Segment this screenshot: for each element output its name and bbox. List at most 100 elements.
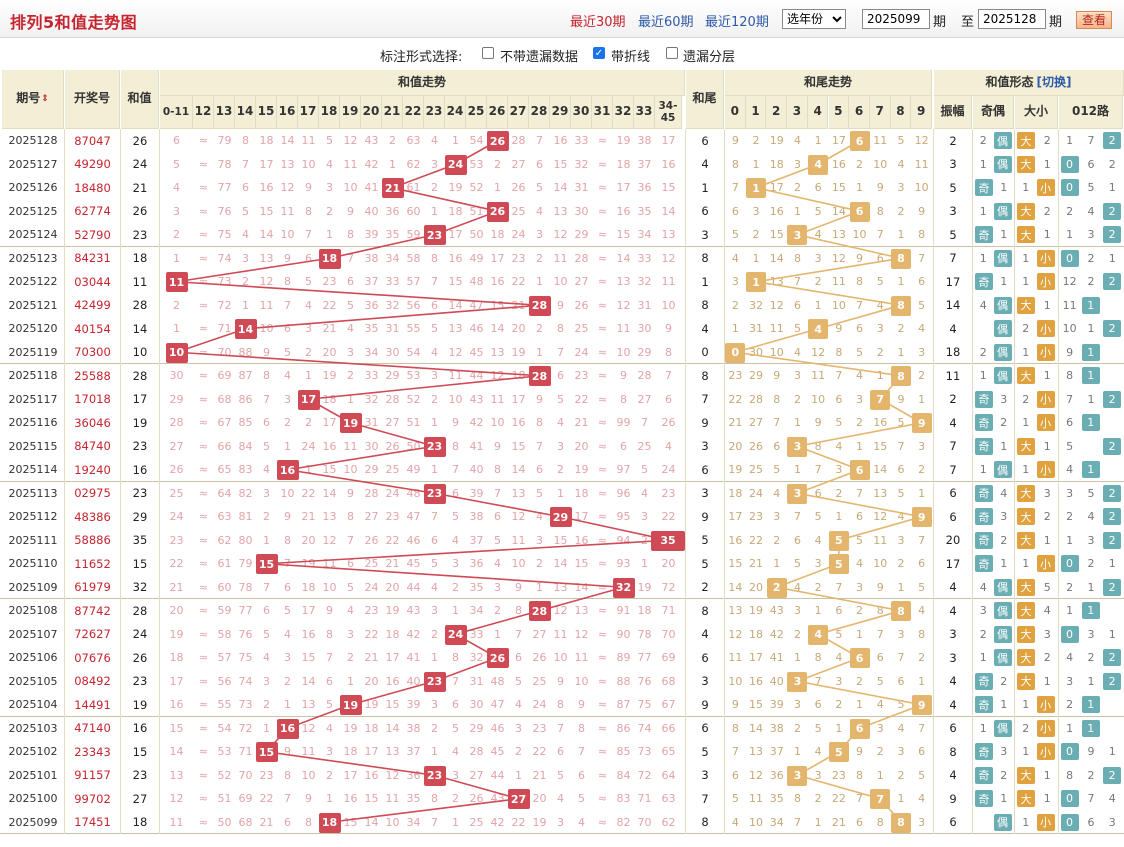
sum-miss-cell: 68 xyxy=(661,674,676,688)
tail-miss-cell: 9 xyxy=(773,369,781,383)
sum-miss-cell: 2 xyxy=(305,345,312,359)
from-issue-input[interactable] xyxy=(862,9,930,29)
query-button[interactable]: 查看 xyxy=(1076,11,1112,29)
tail-cell: 5 xyxy=(701,556,709,571)
issue-cell: 2025115 xyxy=(8,439,58,453)
sum-miss-cell: 17 xyxy=(364,745,379,759)
sum-miss-cell: 3 xyxy=(431,604,438,618)
sort-icon[interactable]: ⇕ xyxy=(41,93,49,104)
sum-miss-cell: 58 xyxy=(217,627,232,641)
period-120-link[interactable]: 最近120期 xyxy=(705,15,769,30)
issue-cell: 2025122 xyxy=(8,275,58,289)
sum-miss-cell: 70 xyxy=(661,627,676,641)
sum-miss-cell: 23 xyxy=(364,604,379,618)
sum-miss-cell: 35 xyxy=(469,580,484,594)
sum-miss-cell: 12 xyxy=(574,627,589,641)
sum-miss-cell: 1 xyxy=(284,439,291,453)
col-issue-header[interactable]: 期号 ⇕ xyxy=(2,70,64,129)
tail-miss-cell: 5 xyxy=(918,768,926,782)
issue-cell: 2025125 xyxy=(8,204,58,218)
switch-link[interactable]: [切换] xyxy=(1036,74,1072,89)
to-issue-input[interactable] xyxy=(978,9,1046,29)
sum-miss-cell: 31 xyxy=(574,181,589,195)
tail-miss-cell: 20 xyxy=(728,439,743,453)
tail-miss-cell: 6 xyxy=(856,510,864,524)
sum-miss-cell: 23 xyxy=(511,251,526,265)
sum-miss-cell: 5 xyxy=(578,792,585,806)
tail-miss-cell: 6 xyxy=(814,486,822,500)
sum-miss-cell: 17 xyxy=(616,181,631,195)
no-miss-checkbox[interactable] xyxy=(482,47,494,59)
miss-layer-checkbox[interactable] xyxy=(666,47,678,59)
tail-miss-cell: 7 xyxy=(856,298,864,312)
sum-miss-cell: 12 xyxy=(343,134,358,148)
column-divider xyxy=(1014,129,1015,834)
road-miss: 2 xyxy=(1066,698,1074,712)
tail-cell: 4 xyxy=(701,157,709,172)
sum-miss-cell: 6 xyxy=(620,439,627,453)
sum-miss-cell: 16 xyxy=(301,627,316,641)
tail-miss-cell: 7 xyxy=(731,181,739,195)
issue-cell: 2025128 xyxy=(8,134,58,148)
sum-miss-cell: 1 xyxy=(536,275,543,289)
sum-miss-cell: 44 xyxy=(490,768,505,782)
year-select[interactable]: 选年份 xyxy=(782,9,846,29)
sum-miss-cell: 4 xyxy=(263,651,270,665)
sum-miss-cell: 3 xyxy=(431,698,438,712)
sum-miss-cell: 1 xyxy=(173,251,180,265)
sum-miss-cell: 16 xyxy=(169,698,184,712)
small-tag: 小 xyxy=(1036,461,1055,478)
sum-miss-cell: 85 xyxy=(616,745,631,759)
road-miss: 1 xyxy=(1066,134,1074,148)
tail-miss-cell: 22 xyxy=(749,533,764,547)
sum-miss-cell: 75 xyxy=(238,651,253,665)
tail-miss-cell: 7 xyxy=(835,580,843,594)
tail-digit-header: 4 xyxy=(807,96,829,129)
sum-miss-cell: 38 xyxy=(406,721,421,735)
sum-miss-cell: 5 xyxy=(326,698,333,712)
sum-miss-cell: 24 xyxy=(532,698,547,712)
sum-bin-header: 22 xyxy=(403,96,424,129)
polyline-checkbox[interactable]: ✓ xyxy=(593,47,605,59)
sum-miss-cell: 79 xyxy=(238,557,253,571)
sum-miss-cell: 17 xyxy=(661,134,676,148)
sum-miss-cell: 9 xyxy=(452,416,459,430)
tail-cell: 6 xyxy=(701,650,709,665)
odd-miss: 1 xyxy=(979,204,987,218)
tail-miss-cell: 16 xyxy=(728,533,743,547)
sum-ball: 15 xyxy=(255,554,278,574)
tail-miss-cell: 2 xyxy=(876,345,884,359)
sum-miss-cell: ≈ xyxy=(198,251,209,265)
sum-miss-cell: 24 xyxy=(511,228,526,242)
issue-cell: 2025127 xyxy=(8,157,58,171)
column-divider xyxy=(64,129,65,834)
sum-miss-cell: 4 xyxy=(536,510,543,524)
road-miss: 4 xyxy=(1066,651,1074,665)
sum-miss-cell: 57 xyxy=(406,275,421,289)
small-tag: 小 xyxy=(1036,719,1055,737)
sum-miss-cell: 8 xyxy=(665,345,672,359)
option-bar: 标注形式选择: 不带遗漏数据 ✓ 带折线 遗漏分层 xyxy=(0,38,1124,68)
sum-miss-cell: 28 xyxy=(364,486,379,500)
sum-miss-cell: 15 xyxy=(574,557,589,571)
sum-miss-cell: 15 xyxy=(553,157,568,171)
period-60-link[interactable]: 最近60期 xyxy=(638,15,694,30)
sum-miss-cell: 74 xyxy=(637,721,652,735)
sum-miss-cell: 51 xyxy=(217,792,232,806)
road-miss: 11 xyxy=(1062,298,1077,312)
sum-miss-cell: 54 xyxy=(469,134,484,148)
tail-miss-cell: 14 xyxy=(728,580,743,594)
sum-miss-cell: 17 xyxy=(301,604,316,618)
tail-miss-cell: 21 xyxy=(728,416,743,430)
tail-miss-cell: 7 xyxy=(835,369,843,383)
even-miss: 3 xyxy=(1000,510,1008,524)
small-miss: 4 xyxy=(1043,604,1051,618)
amp-cell: 18 xyxy=(945,345,961,360)
period-30-link[interactable]: 最近30期 xyxy=(570,15,626,30)
tail-miss-cell: 3 xyxy=(918,815,926,829)
even-tag: 偶 xyxy=(993,625,1012,643)
sum-miss-cell: ≈ xyxy=(198,134,209,148)
sum-miss-cell: 5 xyxy=(494,533,501,547)
sum-miss-cell: 3 xyxy=(452,557,459,571)
big-tag: 大 xyxy=(1017,531,1035,549)
